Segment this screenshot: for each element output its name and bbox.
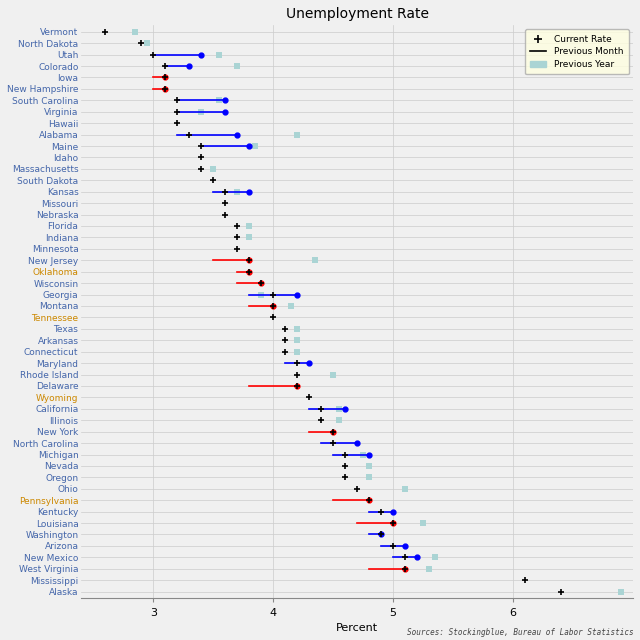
Text: Sources: Stockingblue, Bureau of Labor Statistics: Sources: Stockingblue, Bureau of Labor S… (407, 628, 634, 637)
X-axis label: Percent: Percent (336, 623, 378, 633)
Title: Unemployment Rate: Unemployment Rate (285, 7, 429, 21)
Legend: Current Rate, Previous Month, Previous Year: Current Rate, Previous Month, Previous Y… (525, 29, 628, 74)
